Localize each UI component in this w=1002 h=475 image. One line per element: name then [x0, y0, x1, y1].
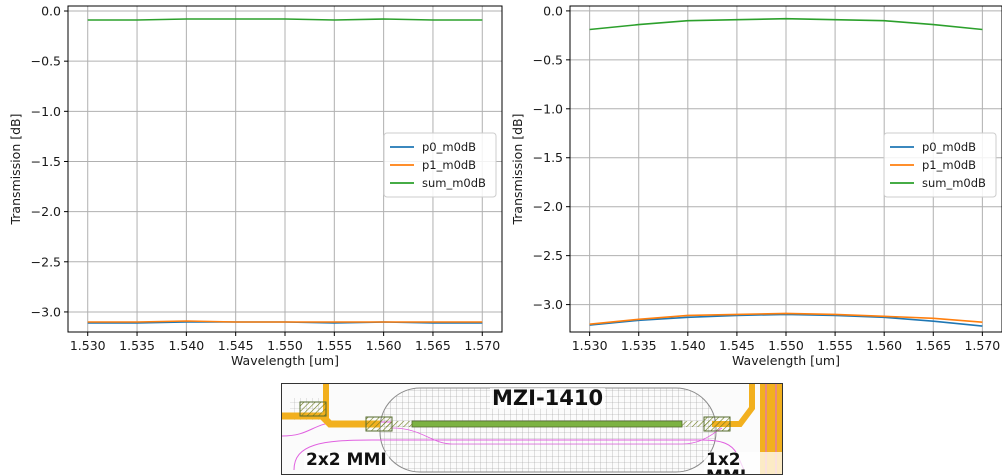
chart-2: 1.530 1.535 1.540 1.545 1.550 1.555 1.560 1.565…	[510, 3, 1002, 368]
series-line-sum_m0dB	[87, 18, 483, 21]
legend-label-p0_m0dB: p0_m0dB	[922, 140, 976, 154]
contact-pad-left	[299, 401, 327, 417]
y-tick-label: 0.0	[41, 4, 61, 19]
arm-hatch-left	[380, 421, 412, 427]
x-tick-label: 1.540	[168, 338, 204, 353]
y-tick-label: −1.5	[533, 150, 563, 165]
x-tick-label: 1.565	[915, 338, 951, 353]
y-axis-label: Transmission [dB]	[8, 114, 23, 226]
legend-box	[383, 132, 497, 198]
x-tick-label: 1.535	[119, 338, 155, 353]
legend-label-p1_m0dB: p1_m0dB	[422, 158, 476, 172]
mzi-layout-drawing	[282, 384, 782, 474]
plot-frame	[569, 5, 1002, 333]
legend-label-sum_m0dB: sum_m0dB	[422, 176, 486, 190]
y-tick-label: −1.5	[31, 154, 61, 169]
legend-label-sum_m0dB: sum_m0dB	[922, 176, 986, 190]
x-tick-label: 1.560	[366, 338, 402, 353]
left-mmi-label: 2x2 MMI	[304, 450, 389, 470]
x-tick-label: 1.560	[866, 338, 902, 353]
y-tick-label: 0.0	[543, 3, 563, 18]
y-tick-label: −0.5	[31, 54, 61, 69]
legend: p0_m0dB p1_m0dB sum_m0dB	[383, 132, 497, 198]
phase-shifter-arm	[411, 420, 683, 428]
y-tick-label: −3.0	[31, 304, 61, 319]
y-axis-label: Transmission [dB]	[510, 114, 525, 226]
chart-1: 1.530 1.535 1.540 1.545 1.550 1.555 1.560 1.565…	[8, 4, 503, 368]
y-tick-label: −2.0	[533, 199, 563, 214]
x-tick-label: 1.545	[218, 338, 254, 353]
y-tick-label: −2.0	[31, 204, 61, 219]
y-tick-label: −1.0	[31, 104, 61, 119]
x-tick-label: 1.530	[572, 338, 608, 353]
x-tick-label: 1.535	[621, 338, 657, 353]
y-tick-label: −2.5	[533, 248, 563, 263]
series-line-p1_m0dB	[589, 312, 983, 325]
y-tick-label: −2.5	[31, 254, 61, 269]
series-line-sum_m0dB	[589, 17, 983, 31]
x-axis-label: Wavelength [um]	[231, 353, 339, 368]
arm-hatch-right	[682, 421, 714, 427]
x-axis-label: Wavelength [um]	[732, 353, 840, 368]
y-tick-label: −1.0	[533, 101, 563, 116]
plot-frame	[67, 5, 503, 333]
legend-box	[883, 132, 997, 198]
y-tick-label: −0.5	[533, 52, 563, 67]
x-tick-label: 1.565	[415, 338, 451, 353]
outline-path-arm	[391, 427, 723, 445]
x-tick-label: 1.550	[267, 338, 303, 353]
y-tick-label: −3.0	[533, 297, 563, 312]
x-tick-label: 1.530	[70, 338, 106, 353]
x-tick-label: 1.540	[670, 338, 706, 353]
charts-area: 1.530 1.535 1.540 1.545 1.550 1.555 1.560 1.565…	[8, 3, 1002, 368]
x-tick-label: 1.550	[768, 338, 804, 353]
x-tick-label: 1.570	[464, 338, 500, 353]
series-line-p1_m0dB	[87, 320, 483, 323]
legend: p0_m0dB p1_m0dB sum_m0dB	[883, 132, 997, 198]
legend-label-p1_m0dB: p1_m0dB	[922, 158, 976, 172]
x-tick-label: 1.545	[719, 338, 755, 353]
x-tick-label: 1.555	[316, 338, 352, 353]
x-tick-label: 1.555	[817, 338, 853, 353]
series-line-p0_m0dB	[589, 313, 983, 327]
x-tick-label: 1.570	[964, 338, 1000, 353]
outline-path-bottom	[293, 439, 745, 471]
legend-label-p0_m0dB: p0_m0dB	[422, 140, 476, 154]
layout-title: MZI-1410	[490, 386, 606, 410]
mzi-layout-image: MZI-1410 2x2 MMI 1x2 MMI	[281, 383, 783, 475]
right-mmi-label: 1x2 MMI	[704, 452, 782, 474]
